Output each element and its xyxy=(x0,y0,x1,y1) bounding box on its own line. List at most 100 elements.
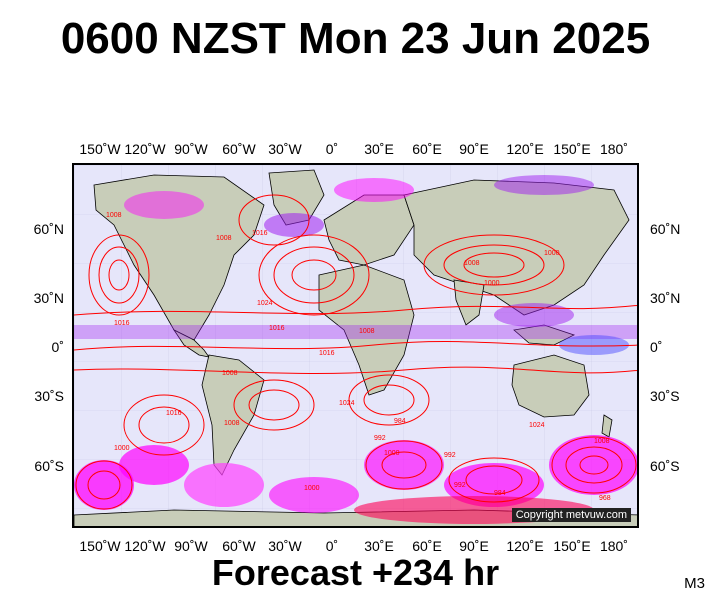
isobar xyxy=(88,234,150,316)
isobar xyxy=(463,252,525,278)
lon-label: 60˚W xyxy=(222,538,256,554)
north-america xyxy=(93,174,265,341)
lat-label: 0˚ xyxy=(650,339,663,355)
isobar xyxy=(258,234,370,316)
isobar xyxy=(363,384,415,416)
lon-label: 30˚W xyxy=(268,538,302,554)
lon-label: 150˚W xyxy=(79,538,121,554)
isobar-label: 992 xyxy=(444,452,456,459)
isobar xyxy=(423,234,565,296)
south-america xyxy=(201,354,265,476)
isobar xyxy=(108,259,130,291)
isobar xyxy=(233,379,315,431)
isobar-label: 1016 xyxy=(319,350,335,357)
lon-label: 90˚W xyxy=(174,141,208,157)
isobar xyxy=(273,246,355,304)
isobar xyxy=(87,470,121,500)
lat-label: 30˚N xyxy=(650,290,681,306)
isobar-label: 1016 xyxy=(269,325,285,332)
lon-label: 30˚E xyxy=(364,141,394,157)
lat-label: 60˚S xyxy=(650,458,680,474)
isobar-label: 1016 xyxy=(252,230,268,237)
precip-area xyxy=(334,178,414,202)
isobar-label: 1024 xyxy=(257,300,273,307)
lon-label: 180˚ xyxy=(599,141,629,157)
lon-label: 120˚W xyxy=(124,538,166,554)
isobar xyxy=(74,366,637,375)
lat-label: 60˚S xyxy=(34,458,64,474)
lon-label: 90˚E xyxy=(459,141,489,157)
isobar xyxy=(98,246,140,304)
weather-map: 1008 1016 1008 1024 1016 1008 1016 1000 … xyxy=(72,163,639,528)
copyright-label: Copyright metvuw.com xyxy=(511,508,631,522)
isobar-label: 1008 xyxy=(216,235,232,242)
precip-area xyxy=(184,463,264,507)
precip-area xyxy=(269,477,359,513)
lon-label: 60˚E xyxy=(412,538,442,554)
isobar xyxy=(291,259,337,291)
isobar xyxy=(551,436,637,494)
isobar-label: 1008 xyxy=(359,328,375,335)
lon-label: 150˚W xyxy=(79,141,121,157)
precip-area xyxy=(559,335,629,355)
isobar-label: 1008 xyxy=(224,420,240,427)
isobars xyxy=(74,194,637,510)
lat-label: 30˚S xyxy=(34,388,64,404)
precip-area xyxy=(364,440,444,490)
lon-label: 30˚W xyxy=(268,141,302,157)
lat-label: 30˚N xyxy=(33,290,64,306)
africa xyxy=(318,264,415,396)
isobar-label: 1000 xyxy=(304,485,320,492)
precip-area xyxy=(494,175,594,195)
isobar-label: 1016 xyxy=(114,320,130,327)
lon-label: 120˚E xyxy=(506,538,544,554)
lon-label: 60˚W xyxy=(222,141,256,157)
isobar-label: 1024 xyxy=(529,422,545,429)
isobar xyxy=(443,244,545,286)
map-canvas: 1008 1016 1008 1024 1016 1008 1016 1000 … xyxy=(74,165,637,526)
precip-area xyxy=(124,191,204,219)
isobar-labels: 1008 1016 1008 1024 1016 1008 1016 1000 … xyxy=(106,212,611,502)
isobar-label: 1008 xyxy=(594,438,610,445)
isobar xyxy=(74,341,637,351)
isobar-label: 1000 xyxy=(544,250,560,257)
isobar-label: 1008 xyxy=(222,370,238,377)
lon-label: 60˚E xyxy=(412,141,442,157)
lon-label: 0˚ xyxy=(325,141,339,157)
precip-area xyxy=(549,435,637,495)
model-tag: M3 xyxy=(684,575,705,592)
isobar xyxy=(565,446,623,484)
lon-label: 0˚ xyxy=(325,538,339,554)
isobar xyxy=(365,440,443,490)
precip-area xyxy=(494,303,574,327)
lon-label: 150˚E xyxy=(553,538,591,554)
isobar-label: 1000 xyxy=(484,280,500,287)
isobar xyxy=(348,374,430,426)
forecast-hour-label: Forecast +234 hr xyxy=(211,552,500,593)
lon-label: 90˚W xyxy=(174,538,208,554)
lat-label: 60˚N xyxy=(33,221,64,237)
lon-label: 90˚E xyxy=(459,538,489,554)
isobar-label: 1000 xyxy=(384,450,400,457)
lon-label: 30˚E xyxy=(364,538,394,554)
isobar-label: 1016 xyxy=(166,410,182,417)
isobar xyxy=(579,455,609,475)
isobar-label: 1008 xyxy=(106,212,122,219)
isobar-label: 992 xyxy=(374,435,386,442)
isobar xyxy=(238,194,310,246)
isobar xyxy=(448,457,540,503)
isobar-label: 984 xyxy=(394,418,406,425)
precip-area xyxy=(74,460,134,510)
lat-label: 30˚S xyxy=(650,388,680,404)
lat-label: 0˚ xyxy=(51,339,64,355)
isobar xyxy=(75,460,133,510)
isobar xyxy=(74,304,637,316)
isobar-label: 1008 xyxy=(464,260,480,267)
isobar-label: 992 xyxy=(454,482,466,489)
isobar xyxy=(248,389,300,421)
isobar-label: 984 xyxy=(494,490,506,497)
isobar-label: 1024 xyxy=(339,400,355,407)
isobar xyxy=(465,465,523,495)
isobar xyxy=(381,451,427,479)
lon-label: 120˚E xyxy=(506,141,544,157)
